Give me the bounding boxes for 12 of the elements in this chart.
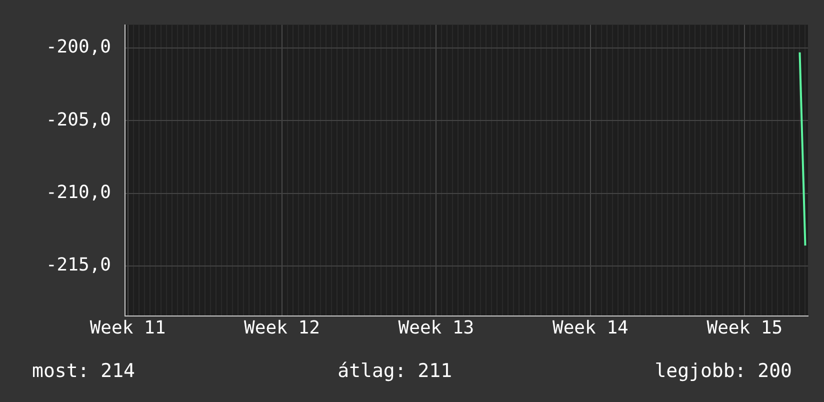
x-tick-label: Week 15 [706, 317, 783, 338]
text: legjobb: 200 [654, 360, 792, 382]
y-tick-label: -215,0 [46, 254, 111, 276]
y-tick-label: -205,0 [46, 109, 111, 130]
x-tick-label: Week 13 [398, 317, 474, 338]
x-tick-label: Week 12 [244, 317, 320, 338]
y-tick-label: -200,0 [46, 36, 111, 58]
text: átlag: 211 [338, 360, 452, 382]
x-tick-label: Week 14 [552, 317, 628, 338]
text: most: 214 [32, 360, 135, 382]
x-tick-label: Week 11 [90, 317, 166, 338]
y-tick-label: -210,0 [46, 182, 111, 203]
